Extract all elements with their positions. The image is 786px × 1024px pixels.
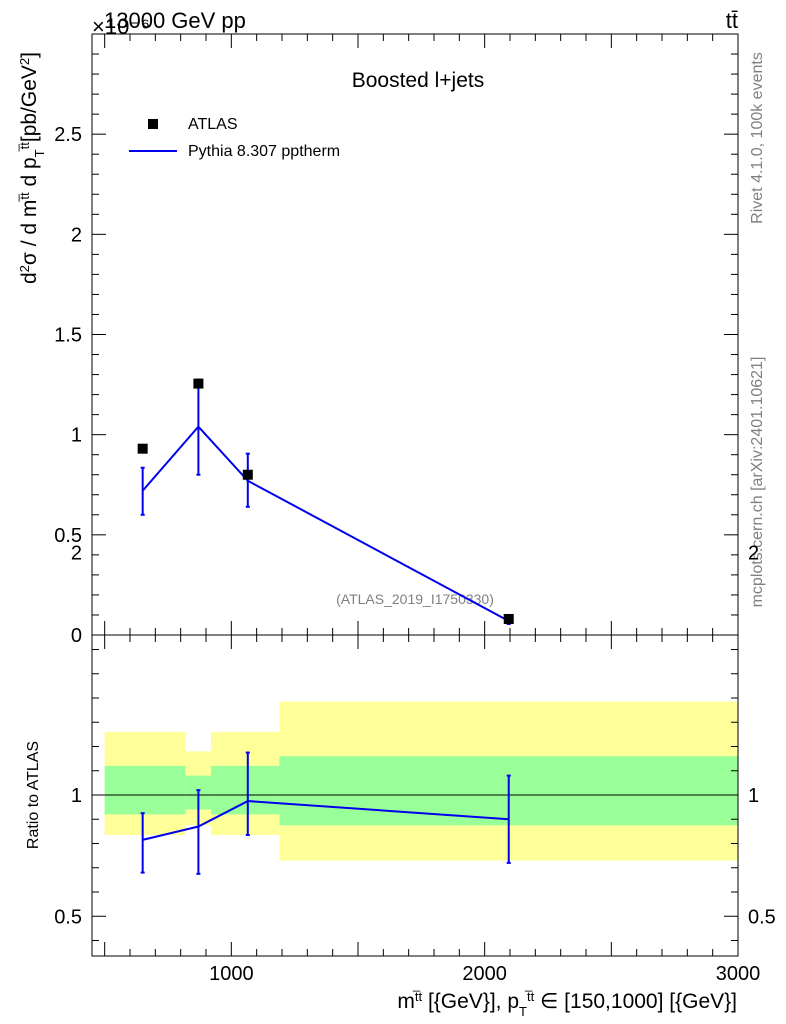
legend: ATLAS Pythia 8.307 pptherm <box>129 116 340 160</box>
ratio-band-green <box>211 765 280 815</box>
ratio-axis-ticks <box>92 635 739 956</box>
main-y-tick-label: 2 <box>71 224 82 246</box>
ratio-y-tick-labels: 0.5 0.5 1 1 2 2 <box>54 543 776 929</box>
legend-pythia-label: Pythia 8.307 pptherm <box>188 143 340 160</box>
atlas-data-point <box>242 469 253 480</box>
main-y-tick-label: 0 <box>71 625 82 647</box>
ratio-x-tick-labels: 1000 2000 3000 <box>209 963 760 985</box>
ratio-panel: 0.5 0.5 1 1 2 2 1000 2000 3000 Ratio to ATLAS m… <box>25 543 776 1019</box>
atlas-data-point <box>503 613 514 624</box>
main-y-tick-label: 0.5 <box>54 525 82 547</box>
main-series <box>137 378 514 625</box>
pythia-curve <box>141 425 510 622</box>
ratio-curve <box>142 800 509 841</box>
legend-atlas-marker <box>148 119 158 129</box>
atlas-data-point <box>137 443 148 454</box>
ratio-y-tick-label-right: 0.5 <box>748 906 776 928</box>
main-y-tick-label: 1 <box>71 425 82 447</box>
ratio-y-tick-label-right: 1 <box>748 785 759 807</box>
x-tick-label: 1000 <box>209 963 254 985</box>
ratio-y-tick-label-right: 2 <box>748 543 759 565</box>
ratio-y-tick-label: 0.5 <box>54 906 82 928</box>
x-tick-label: 3000 <box>716 963 761 985</box>
main-panel-title: Boosted l+jets <box>352 69 485 92</box>
ratio-y-tick-label: 1 <box>71 785 82 807</box>
ratio-uncertainty-bands <box>104 701 738 861</box>
rivet-version-label: Rivet 4.1.0, 100k events <box>749 52 766 224</box>
y-scale-exponent: ×10⁻⁶ <box>92 14 150 39</box>
header-process-label: 13000 GeV pp <box>104 8 246 33</box>
x-tick-label: 2000 <box>462 963 507 985</box>
mcplots-source-label: mcplots.cern.ch [arXiv:2401.10621] <box>749 357 766 608</box>
main-y-tick-label: 1.5 <box>54 325 82 347</box>
main-y-axis-label: d2σ / d mt̅t d pTt̅t[pb/GeV2] <box>17 52 47 284</box>
main-y-tick-labels: 0 0.5 1 1.5 2 2.5 <box>54 124 82 647</box>
ratio-band-green <box>104 765 186 815</box>
main-panel: 0 0.5 1 1.5 2 2.5 Boosted l+jets (ATLAS_2019_… <box>17 33 739 647</box>
ratio-y-tick-label: 2 <box>71 543 82 565</box>
x-axis-label: mt̅t [{GeV}], pTt̅t ∈ [150,1000] [{GeV}] <box>397 989 737 1019</box>
main-y-tick-label: 2.5 <box>54 124 82 146</box>
analysis-watermark: (ATLAS_2019_I1750330) <box>336 591 494 607</box>
header-final-state-label: tt̄ <box>726 8 738 33</box>
legend-atlas-label: ATLAS <box>188 116 238 133</box>
ratio-series <box>140 751 511 875</box>
ratio-y-axis-label: Ratio to ATLAS <box>25 741 42 849</box>
atlas-data-point <box>193 378 204 389</box>
